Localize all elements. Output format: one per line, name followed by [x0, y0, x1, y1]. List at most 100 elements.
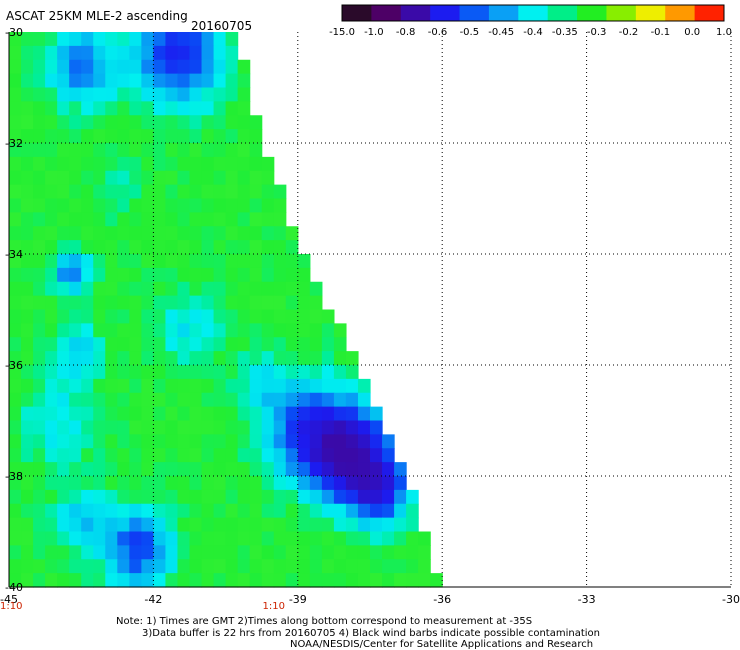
x-tick-label: -36 [433, 593, 451, 606]
heatmap-cell [285, 254, 299, 269]
heatmap-cell [189, 323, 203, 338]
heatmap-cell [153, 87, 167, 102]
heatmap-cell [141, 448, 154, 463]
heatmap-cell [33, 489, 46, 505]
heatmap-cell [225, 378, 239, 394]
heatmap-cell [237, 87, 251, 102]
heatmap-cell [57, 365, 70, 380]
heatmap-cell [225, 156, 239, 172]
heatmap-cell [189, 462, 203, 477]
heatmap-cell [261, 337, 275, 352]
heatmap-cell [285, 559, 299, 574]
heatmap-cell [141, 226, 154, 241]
heatmap-cell [165, 337, 179, 352]
heatmap-cell [105, 73, 118, 89]
heatmap-cell [165, 406, 179, 422]
heatmap-cell [189, 59, 203, 75]
heatmap-cell [382, 531, 395, 546]
heatmap-cell [309, 309, 323, 324]
heatmap-cell [9, 517, 22, 533]
heatmap-cell [81, 59, 94, 75]
heatmap-cell [9, 212, 22, 227]
heatmap-cell [93, 115, 106, 130]
heatmap-cell [69, 129, 82, 144]
heatmap-cell [165, 392, 179, 408]
heatmap-cell [69, 295, 82, 311]
heatmap-cell [57, 45, 70, 61]
heatmap-cell [177, 476, 191, 491]
heatmap-cell [285, 434, 299, 449]
heatmap-cell [261, 559, 275, 574]
heatmap-cell [165, 101, 179, 116]
heatmap-cell [189, 351, 203, 366]
heatmap-cell [333, 545, 347, 560]
heatmap-cell [57, 87, 70, 102]
heatmap-cell [9, 170, 22, 186]
heatmap-cell [153, 573, 167, 588]
heatmap-cell [273, 351, 287, 366]
chart-title: ASCAT 25KM MLE-2 ascending [6, 9, 188, 23]
heatmap-cell [57, 503, 70, 519]
heatmap-cell [105, 448, 118, 463]
heatmap-cell [117, 101, 130, 116]
heatmap-cell [117, 87, 130, 102]
heatmap-cell [141, 73, 154, 89]
heatmap-cell [261, 351, 275, 366]
colorbar-label: -0.6 [428, 27, 448, 38]
heatmap-cell [321, 378, 335, 394]
heatmap-cell [225, 392, 239, 408]
heatmap-cell [225, 254, 239, 269]
heatmap-cell [177, 267, 191, 283]
heatmap-cell [69, 59, 82, 75]
heatmap-cell [81, 295, 94, 311]
heatmap-cell [285, 351, 299, 366]
heatmap-cell [141, 337, 154, 352]
x-tick-label: -30 [722, 593, 740, 606]
heatmap-cell [153, 476, 167, 491]
heatmap-cell [345, 351, 359, 366]
heatmap-cell [177, 101, 191, 116]
heatmap-cell [261, 545, 275, 560]
heatmap-cell [141, 184, 154, 200]
heatmap-cell [273, 281, 287, 297]
heatmap-cell [33, 476, 46, 491]
heatmap-cell [237, 73, 251, 89]
heatmap-cell [165, 309, 179, 324]
colorbar-label: -15.0 [329, 27, 355, 38]
heatmap-cell [213, 184, 227, 200]
heatmap-cell [105, 476, 118, 491]
heatmap-cell [345, 448, 359, 463]
heatmap-cell [394, 503, 407, 519]
heatmap-cell [117, 406, 130, 422]
heatmap-cell [297, 531, 311, 546]
heatmap-cell [45, 212, 58, 227]
heatmap-cell [69, 517, 82, 533]
heatmap-cell [261, 309, 275, 324]
heatmap-cell [141, 378, 154, 394]
heatmap-cell [117, 59, 130, 75]
heatmap-cell [273, 406, 287, 422]
heatmap-cell [165, 198, 179, 213]
heatmap-cell [394, 545, 407, 560]
heatmap-cell [189, 212, 203, 227]
heatmap-cell [33, 143, 46, 158]
heatmap-cell [129, 115, 142, 130]
heatmap-cell [153, 365, 167, 380]
heatmap-cell [309, 351, 323, 366]
heatmap-cell [57, 517, 70, 533]
heatmap-cell [261, 462, 275, 477]
heatmap-cell [141, 281, 154, 297]
heatmap-cell [117, 267, 130, 283]
heatmap-cell [105, 226, 118, 241]
heatmap-cell [105, 240, 118, 255]
heatmap-cell [213, 32, 227, 47]
heatmap-cell [141, 351, 154, 366]
heatmap-cell [249, 531, 263, 546]
heatmap-cell [57, 115, 70, 130]
heatmap-cell [249, 156, 263, 172]
heatmap-cell [237, 226, 251, 241]
heatmap-cell [165, 378, 179, 394]
heatmap-cell [213, 503, 227, 519]
heatmap-cell [117, 545, 130, 560]
heatmap-cell [249, 212, 263, 227]
